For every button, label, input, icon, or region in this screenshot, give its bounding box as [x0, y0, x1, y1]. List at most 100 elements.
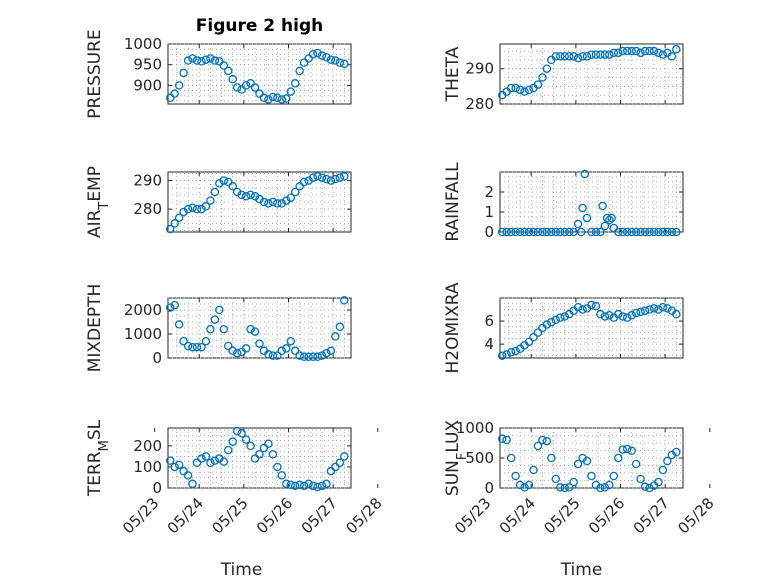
- data-point: [667, 227, 677, 237]
- x-tick-label: 05/27: [298, 494, 341, 537]
- data-point: [497, 227, 507, 237]
- data-point: [591, 227, 601, 237]
- data-point: [322, 479, 331, 489]
- y-tick-label: 1: [484, 203, 494, 221]
- data-point: [313, 48, 322, 58]
- data-point: [564, 227, 574, 237]
- data-point: [542, 64, 552, 73]
- data-point: [277, 346, 287, 356]
- data-point: [654, 305, 663, 314]
- data-point: [622, 444, 632, 454]
- x-tick-label: 05/28: [674, 494, 717, 537]
- data-point: [264, 439, 273, 449]
- data-point: [165, 456, 175, 465]
- data-point: [511, 346, 520, 356]
- data-point: [618, 445, 627, 454]
- data-point: [273, 93, 282, 103]
- data-point: [232, 348, 242, 358]
- data-point: [672, 309, 681, 319]
- data-point: [622, 313, 632, 322]
- data-point: [241, 344, 251, 353]
- data-point: [600, 312, 610, 321]
- data-point: [313, 172, 322, 181]
- data-point: [640, 227, 650, 237]
- data-point: [268, 197, 278, 207]
- data-point: [636, 307, 645, 317]
- data-point: [215, 179, 224, 188]
- data-point: [502, 350, 511, 359]
- data-point: [295, 351, 304, 360]
- data-point: [515, 85, 525, 95]
- data-point: [282, 196, 291, 205]
- data-point: [618, 227, 627, 237]
- x-tick-label: 05/24: [164, 494, 207, 537]
- data-point: [556, 483, 565, 492]
- subplot-third-left: 0 1000 2000 MIXDEPTH: [85, 284, 352, 372]
- data-point: [578, 52, 587, 61]
- data-point: [560, 483, 569, 493]
- data-point: [250, 192, 260, 201]
- data-point: [170, 89, 179, 98]
- data-point: [529, 332, 538, 342]
- data-point: [170, 300, 179, 310]
- data-point: [183, 56, 193, 65]
- data-point: [322, 52, 331, 62]
- data-point: [551, 52, 561, 61]
- data-point: [645, 483, 654, 493]
- data-point: [511, 471, 520, 481]
- data-point: [201, 452, 211, 461]
- data-point: [551, 474, 561, 484]
- data-point: [215, 305, 224, 315]
- subplot-top-left: 900 950 1000 PRESSURE: [85, 29, 352, 119]
- data-point: [605, 311, 614, 320]
- data-point: [290, 346, 300, 356]
- data-point: [259, 93, 269, 103]
- data-point: [542, 227, 552, 237]
- data-point: [602, 213, 612, 223]
- data-point: [591, 301, 601, 311]
- data-point: [614, 227, 623, 237]
- data-point: [569, 52, 578, 61]
- data-point: [631, 46, 641, 56]
- data-point: [286, 193, 295, 202]
- data-point: [277, 471, 287, 480]
- data-point: [192, 56, 202, 65]
- data-point: [663, 304, 672, 313]
- data-point: [547, 317, 556, 327]
- x-tick-label: 05/23: [451, 494, 494, 537]
- data-point: [273, 462, 282, 472]
- data-point: [627, 311, 636, 320]
- data-point: [609, 471, 619, 481]
- data-point: [640, 46, 650, 56]
- data-point: [340, 59, 349, 69]
- plot-area: [499, 171, 684, 233]
- data-point: [506, 347, 516, 357]
- data-point: [335, 173, 345, 182]
- data-point: [560, 227, 569, 237]
- data-point: [282, 344, 291, 353]
- data-point: [188, 342, 197, 352]
- data-point: [299, 481, 309, 491]
- data-point: [250, 327, 260, 336]
- data-point: [614, 453, 623, 463]
- data-point: [533, 80, 543, 89]
- data-point: [649, 46, 659, 56]
- data-point: [304, 479, 313, 489]
- data-point: [290, 79, 300, 88]
- data-point: [502, 227, 511, 237]
- data-point: [636, 48, 645, 58]
- data-point: [511, 83, 520, 93]
- data-point: [210, 187, 220, 197]
- y-tick-label: 280: [133, 200, 162, 218]
- data-point: [580, 169, 590, 179]
- data-point: [250, 83, 260, 92]
- y-axis-label: AIRTEMP: [85, 166, 112, 238]
- data-point: [631, 459, 641, 469]
- y-tick-label: 6: [484, 312, 494, 330]
- data-point: [556, 52, 565, 61]
- data-point: [331, 174, 340, 184]
- data-point: [645, 227, 654, 237]
- data-point: [340, 172, 349, 181]
- data-point: [192, 204, 202, 214]
